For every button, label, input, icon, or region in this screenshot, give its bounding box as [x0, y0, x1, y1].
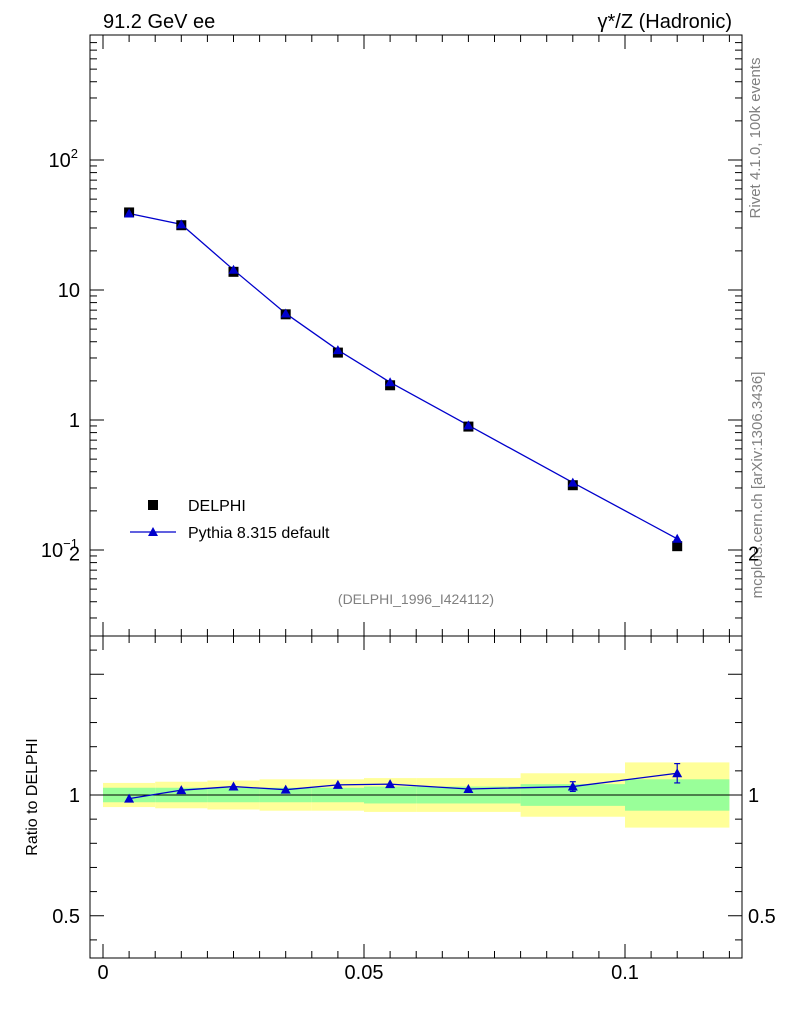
- mc-ratio-point: [463, 783, 474, 793]
- ratio-y-tick-label-left: 2: [69, 544, 80, 566]
- legend-data-label: DELPHI: [188, 498, 246, 515]
- mc-point: [567, 477, 578, 487]
- ratio-axis-ticks: [90, 636, 742, 958]
- mc-point: [176, 219, 187, 229]
- mc-ratio-point: [385, 779, 396, 789]
- mc-point: [672, 533, 683, 543]
- x-tick-label: 0.1: [611, 962, 639, 984]
- main-y-tick-label: 1: [69, 410, 80, 432]
- mc-ratio-point: [124, 793, 135, 803]
- ratio-y-tick-labels: 0.5 0.5 1 1 2 2: [52, 544, 776, 928]
- ratio-y-tick-label-left: 0.5: [52, 906, 80, 928]
- x-tick-label: 0.05: [345, 962, 384, 984]
- mc-ratio-point: [332, 779, 343, 789]
- x-tick-labels: 0 0.05 0.1: [97, 962, 638, 984]
- mc-point: [280, 308, 291, 318]
- main-plot-frame: [89, 34, 743, 637]
- legend-mc-marker: [148, 527, 158, 536]
- legend: DELPHI Pythia 8.315 default: [130, 498, 330, 542]
- mc-point: [385, 377, 396, 387]
- mc-ratio-series: [124, 763, 683, 803]
- ratio-y-tick-label-right: 2: [748, 544, 759, 566]
- ratio-y-axis-label: Ratio to DELPHI: [24, 738, 41, 855]
- mc-line-main: [128, 212, 678, 540]
- main-y-tick-label: 10−1: [41, 536, 78, 562]
- mc-ratio-point: [228, 781, 239, 791]
- mc-point: [332, 345, 343, 355]
- ratio-plot-frame: [89, 635, 743, 959]
- main-y-tick-label: 10: [58, 280, 80, 302]
- mc-ratio-point: [176, 785, 187, 795]
- ratio-y-tick-label-right: 1: [748, 785, 759, 807]
- legend-mc-label: Pythia 8.315 default: [188, 525, 330, 542]
- mc-point: [463, 420, 474, 430]
- legend-data-marker: [148, 500, 158, 510]
- x-tick-label: 0: [97, 962, 108, 984]
- rivet-version-label: Rivet 4.1.0, 100k events: [747, 58, 764, 219]
- main-y-tick-label: 102: [49, 146, 78, 172]
- energy-label: 91.2 GeV ee: [103, 11, 215, 33]
- mc-ratio-point: [672, 768, 683, 778]
- ratio-y-tick-label-right: 0.5: [748, 906, 776, 928]
- mc-line: [128, 212, 678, 540]
- mc-point: [124, 208, 135, 218]
- main-y-tick-labels: 10−1 1 10 102: [41, 146, 80, 562]
- mc-ratio-point: [280, 784, 291, 794]
- process-label: γ*/Z (Hadronic): [598, 11, 732, 33]
- mc-ratio-point: [567, 781, 578, 791]
- data-point: [672, 541, 683, 552]
- ratio-y-tick-label-left: 1: [69, 785, 80, 807]
- main-axis-ticks: [90, 35, 742, 636]
- mc-points-main: [124, 208, 683, 543]
- analysis-id: (DELPHI_1996_I424112): [338, 591, 494, 607]
- mc-point: [228, 264, 239, 274]
- main-panel: 10−1 1 10 102 DELPHI Pythia 8.315 default (…: [41, 34, 743, 637]
- ratio-panel: 0.5 0.5 1 1 2 2 0 0.05 0.1 Ratio to DELPHI: [24, 544, 776, 985]
- mcplots-reference-label: mcplots.cern.ch [arXiv:1306.3436]: [749, 372, 766, 599]
